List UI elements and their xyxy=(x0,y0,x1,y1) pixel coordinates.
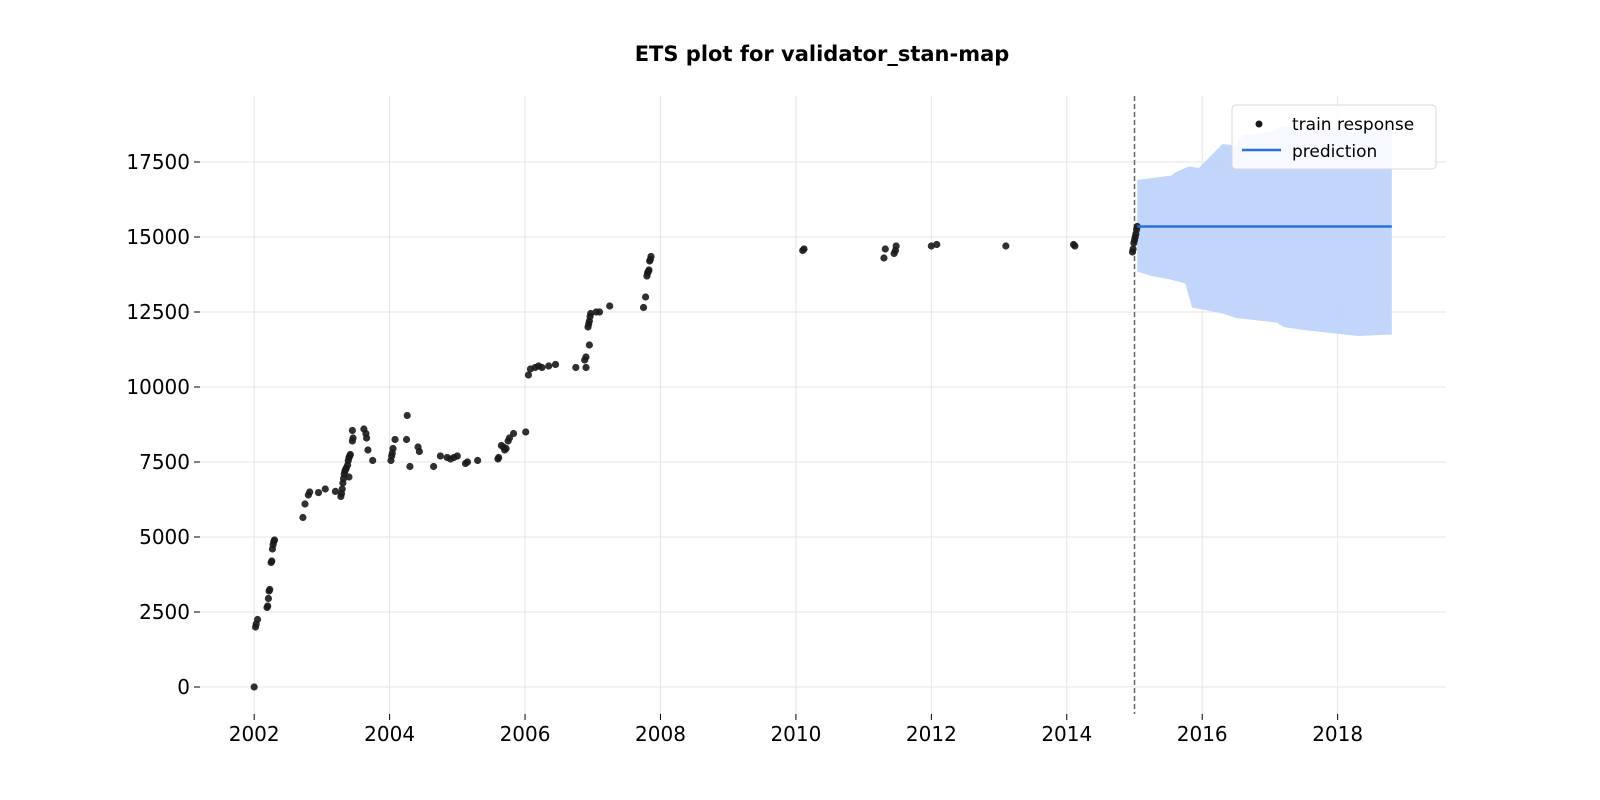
train-response-point xyxy=(509,429,518,438)
legend-box xyxy=(1231,104,1437,170)
train-response-point xyxy=(1071,242,1079,250)
train-response-point xyxy=(331,487,340,495)
train-response-point xyxy=(436,452,444,460)
train-response-point xyxy=(641,293,650,301)
train-response-point xyxy=(270,536,279,544)
train-response-point xyxy=(495,453,503,462)
train-response-point xyxy=(389,444,397,453)
axes: 2002 2004 2006 2008 2010 2012 2014 2016 2018 0 250… xyxy=(126,150,1363,746)
train-response-point xyxy=(582,353,590,361)
x-tick-label: 2018 xyxy=(1312,722,1363,746)
train-response-point xyxy=(250,683,258,691)
train-response-point xyxy=(606,302,614,310)
legend-label-prediction: prediction xyxy=(1292,142,1377,162)
train-response-point xyxy=(299,513,307,522)
train-response-point xyxy=(391,435,399,444)
train-response-point xyxy=(253,615,262,624)
train-response-point xyxy=(369,456,377,465)
train-response-point xyxy=(927,242,935,250)
train-response-point xyxy=(346,450,354,459)
train-response-point xyxy=(321,485,329,493)
train-response-point xyxy=(538,363,546,372)
y-tick-label: 12500 xyxy=(126,300,190,324)
x-tick-label: 2006 xyxy=(500,722,551,746)
train-response-point xyxy=(881,245,889,253)
train-response-point xyxy=(415,447,424,456)
train-response-point xyxy=(545,362,553,370)
train-response-point xyxy=(338,485,346,493)
legend: train response prediction xyxy=(1231,104,1437,170)
prediction-band xyxy=(1137,126,1392,336)
y-tick-label: 17500 xyxy=(126,150,190,174)
train-response-point xyxy=(502,444,510,453)
y-tick-label: 10000 xyxy=(126,375,190,399)
train-response-point xyxy=(933,240,941,249)
x-tick-label: 2004 xyxy=(364,722,415,746)
y-tick-label: 0 xyxy=(177,675,190,699)
train-response-point xyxy=(268,557,276,565)
chart-title: ETS plot for validator_stan-map xyxy=(635,42,1010,66)
y-tick-label: 2500 xyxy=(139,600,190,624)
train-response-point xyxy=(402,435,411,444)
train-response-point xyxy=(639,303,648,312)
train-response-point xyxy=(800,245,808,253)
train-response-point xyxy=(264,602,272,610)
train-response-point xyxy=(645,266,653,274)
train-response-point xyxy=(551,360,560,369)
x-tick-label: 2016 xyxy=(1177,722,1228,746)
train-response-point xyxy=(266,585,274,594)
train-response-point xyxy=(362,434,371,442)
train-response-point xyxy=(587,309,595,318)
x-tick-label: 2014 xyxy=(1041,722,1092,746)
train-response-point xyxy=(522,428,530,436)
train-response-point xyxy=(595,308,604,316)
train-response-points xyxy=(250,222,1141,691)
x-tick-label: 2002 xyxy=(229,722,280,746)
train-response-point xyxy=(880,254,888,262)
train-response-point xyxy=(314,489,323,497)
train-response-point xyxy=(524,371,533,379)
y-tick-label: 5000 xyxy=(139,525,190,549)
train-response-point xyxy=(585,341,593,349)
train-response-point xyxy=(647,252,655,261)
train-response-point xyxy=(403,411,411,420)
train-response-point xyxy=(406,462,414,471)
grid-lines xyxy=(200,96,1446,714)
train-response-point xyxy=(453,452,461,460)
y-tick-label: 7500 xyxy=(139,450,190,474)
train-response-point xyxy=(430,462,438,471)
train-response-point xyxy=(264,594,272,603)
x-tick-label: 2008 xyxy=(635,722,686,746)
train-response-point xyxy=(345,473,353,481)
train-response-point xyxy=(306,488,314,496)
prediction-interval xyxy=(1137,126,1392,336)
legend-dot-icon xyxy=(1255,120,1263,128)
y-tick-label: 15000 xyxy=(126,225,190,249)
train-response-point xyxy=(463,458,472,466)
legend-label-train-response: train response xyxy=(1292,115,1414,135)
train-response-point xyxy=(892,242,900,250)
train-response-point xyxy=(348,426,356,435)
train-response-point xyxy=(1129,245,1137,253)
train-response-point xyxy=(582,363,590,372)
train-response-point xyxy=(474,456,482,465)
x-tick-label: 2010 xyxy=(770,722,821,746)
train-response-point xyxy=(1002,242,1010,250)
train-response-point xyxy=(572,363,580,372)
x-tick-label: 2012 xyxy=(906,722,957,746)
train-response-point xyxy=(301,500,309,508)
train-response-point xyxy=(349,434,357,442)
train-response-point xyxy=(364,446,372,454)
